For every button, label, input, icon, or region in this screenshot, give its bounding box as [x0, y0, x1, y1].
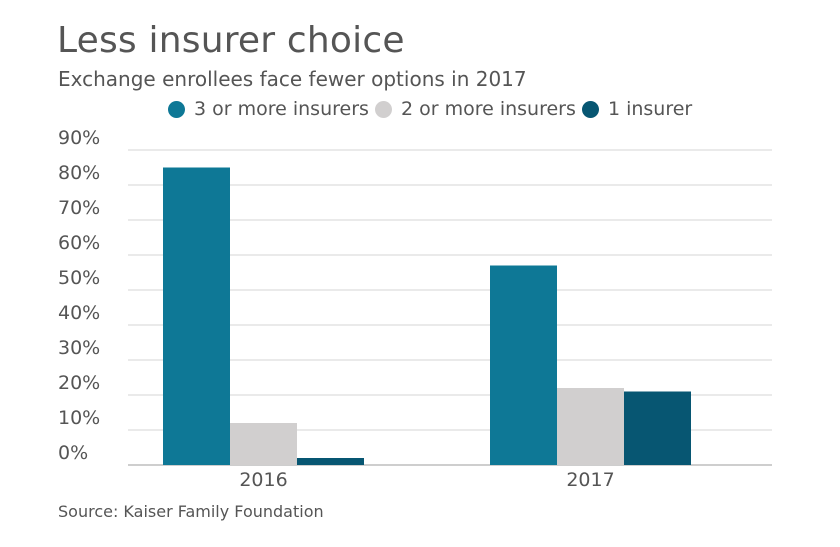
- legend-label-1-insurer: 1 insurer: [607, 98, 693, 120]
- x-tick-label: 2016: [239, 469, 287, 491]
- legend-label-3-or-more: 3 or more insurers: [194, 98, 369, 120]
- y-tick-label: 80%: [58, 162, 100, 184]
- y-tick-label: 10%: [58, 407, 100, 429]
- y-tick-label: 70%: [58, 197, 100, 219]
- y-tick-label: 30%: [58, 337, 100, 359]
- source-note: Source: Kaiser Family Foundation: [58, 502, 324, 521]
- y-tick-label: 90%: [58, 127, 100, 149]
- y-tick-label: 20%: [58, 372, 100, 394]
- legend-label-2-or-more: 2 or more insurers: [400, 98, 576, 120]
- legend: 3 or more insurers 2 or more insurers 1 …: [168, 98, 692, 123]
- y-tick-label: 60%: [58, 232, 100, 254]
- bar-2016-series-2: [297, 458, 364, 465]
- legend-swatch-2-or-more: [374, 100, 392, 118]
- bar-2016-series-1: [230, 423, 297, 465]
- x-tick-label: 2017: [566, 469, 614, 491]
- chart-title: Less insurer choice: [57, 20, 405, 61]
- y-tick-label: 0%: [58, 442, 88, 464]
- bar-2017-series-0: [490, 265, 557, 465]
- chart-subtitle: Exchange enrollees face fewer options in…: [58, 67, 527, 91]
- legend-swatch-1-insurer: [581, 100, 599, 118]
- bar-2016-series-0: [163, 167, 230, 465]
- bar-2017-series-2: [624, 391, 691, 465]
- y-tick-label: 50%: [58, 267, 100, 289]
- legend-item-1-insurer: 1 insurer: [581, 98, 693, 120]
- legend-swatch-3-or-more: [168, 100, 185, 118]
- y-tick-label: 40%: [58, 302, 100, 324]
- legend-item-2-or-more: 2 or more insurers: [374, 98, 576, 120]
- legend-item-3-or-more: 3 or more insurers: [168, 98, 369, 120]
- bar-2017-series-1: [557, 388, 624, 465]
